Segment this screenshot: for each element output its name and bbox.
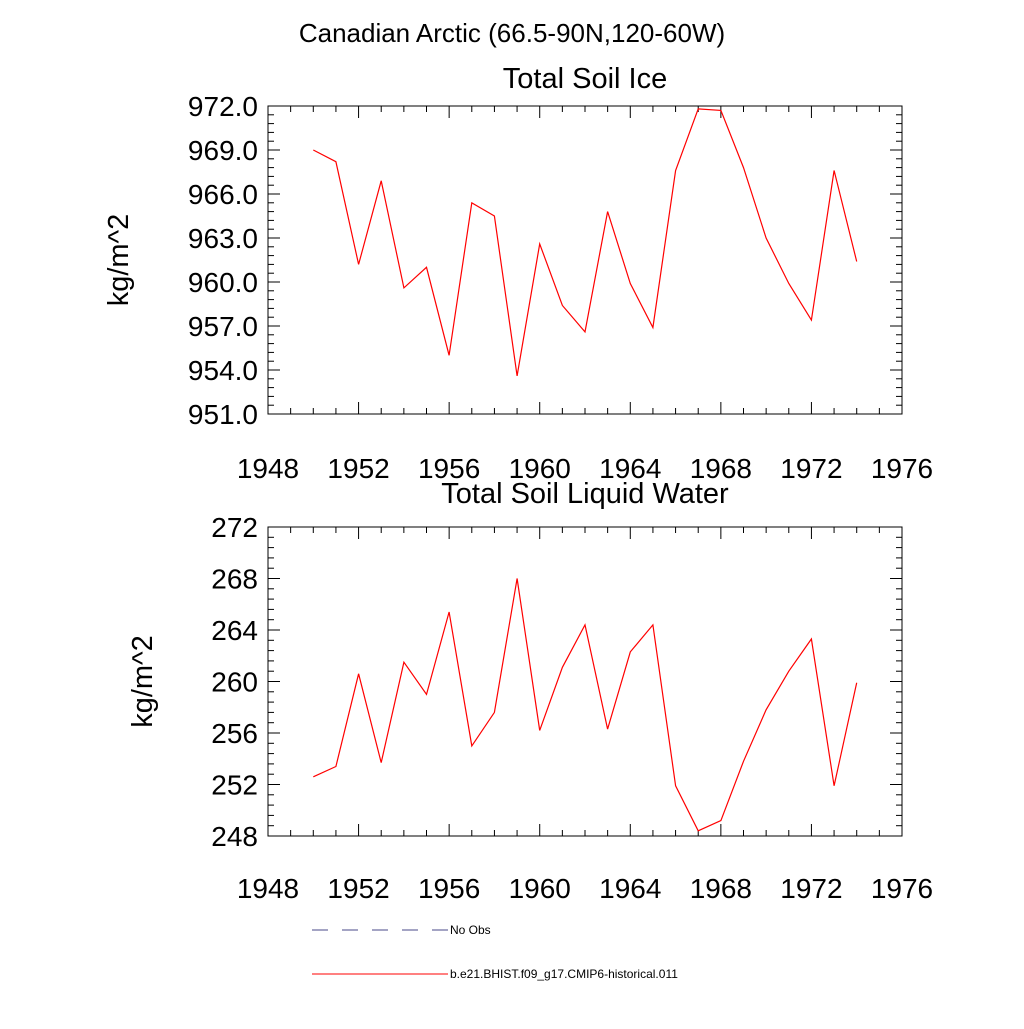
chart-title: Total Soil Liquid Water: [441, 478, 729, 510]
x-tick-label: 1968: [690, 453, 752, 484]
chart-panel-soil-ice: Total Soil Ice 1948 1952 1956 1960 1964 1968 19…: [103, 63, 933, 484]
x-tick-label: 1972: [780, 873, 842, 904]
x-tick-label: 1960: [509, 453, 571, 484]
x-tick-label: 1952: [327, 873, 389, 904]
y-tick-label: 252: [211, 770, 258, 801]
y-tick-label: 264: [211, 615, 258, 646]
plot-frame: [267, 105, 903, 415]
y-tick-label: 268: [211, 564, 258, 595]
figure-title: Canadian Arctic (66.5-90N,120-60W): [299, 18, 725, 48]
x-tick-label: 1976: [871, 873, 933, 904]
chart-panel-soil-liquid-water: Total Soil Liquid Water 1948 1952 1956 1960 1…: [127, 478, 933, 904]
x-tick-label: 1964: [599, 873, 661, 904]
series-line: [313, 578, 858, 832]
x-tick-label: 1976: [871, 453, 933, 484]
y-tick-label: 972.0: [188, 91, 258, 122]
y-tick-label: 969.0: [188, 135, 258, 166]
plot-frame: [267, 526, 903, 837]
y-tick-label: 966.0: [188, 179, 258, 210]
x-tick-label: 1948: [237, 873, 299, 904]
x-tick-label: 1956: [418, 453, 480, 484]
x-tick-label: 1956: [418, 873, 480, 904]
y-tick-label: 260: [211, 667, 258, 698]
y-axis-label: kg/m^2: [127, 635, 159, 728]
y-tick-label: 960.0: [188, 267, 258, 298]
legend-label-no-obs: No Obs: [450, 923, 491, 937]
y-axis-label: kg/m^2: [103, 214, 135, 307]
chart-title: Total Soil Ice: [503, 63, 667, 95]
x-tick-label: 1968: [690, 873, 752, 904]
x-tick-label: 1972: [780, 453, 842, 484]
y-tick-label: 951.0: [188, 399, 258, 430]
x-tick-label: 1960: [509, 873, 571, 904]
x-tick-label: 1948: [237, 453, 299, 484]
legend-label-model-run: b.e21.BHIST.f09_g17.CMIP6-historical.011: [450, 967, 678, 981]
y-tick-label: 256: [211, 718, 258, 749]
y-tick-label: 272: [211, 512, 258, 543]
y-tick-label: 954.0: [188, 355, 258, 386]
series-line: [313, 108, 858, 377]
x-tick-label: 1952: [327, 453, 389, 484]
x-tick-label: 1964: [599, 453, 661, 484]
y-tick-label: 248: [211, 821, 258, 852]
legend: No Obs b.e21.BHIST.f09_g17.CMIP6-histori…: [312, 923, 678, 981]
y-tick-label: 957.0: [188, 311, 258, 342]
y-tick-label: 963.0: [188, 223, 258, 254]
